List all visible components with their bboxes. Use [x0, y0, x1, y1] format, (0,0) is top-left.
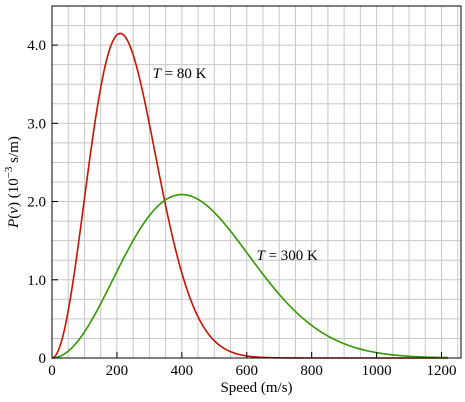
- x-tick-label: 1200: [427, 363, 457, 379]
- y-axis-title: P(v) (10−3 s/m): [3, 136, 22, 229]
- curves: [51, 32, 449, 359]
- series-line-80k: [51, 32, 449, 359]
- grid: [52, 6, 461, 358]
- y-tick-label: 1.0: [27, 273, 46, 289]
- x-tick-label: 600: [236, 363, 259, 379]
- y-tick-label: 2.0: [27, 195, 46, 211]
- series-line-300k: [51, 193, 449, 359]
- y-tick-label: 3.0: [27, 116, 46, 132]
- ticks: [51, 44, 443, 359]
- tick-labels: 0 200 400 600 800 1000 1200 0 1.0 2.0 3.0 4.0: [27, 38, 456, 379]
- x-tick-label: 1000: [362, 363, 392, 379]
- y-tick-label: 0: [39, 351, 47, 367]
- plot-frame: [51, 5, 462, 359]
- series-label-300k: T = 300 K: [257, 248, 319, 264]
- x-tick-label: 400: [171, 363, 194, 379]
- x-tick-label: 0: [48, 363, 56, 379]
- series-label-80k: T = 80 K: [153, 66, 207, 82]
- y-tick-label: 4.0: [27, 38, 46, 54]
- x-tick-label: 800: [300, 363, 323, 379]
- x-axis-title: Speed (m/s): [220, 380, 292, 396]
- x-tick-label: 200: [106, 363, 129, 379]
